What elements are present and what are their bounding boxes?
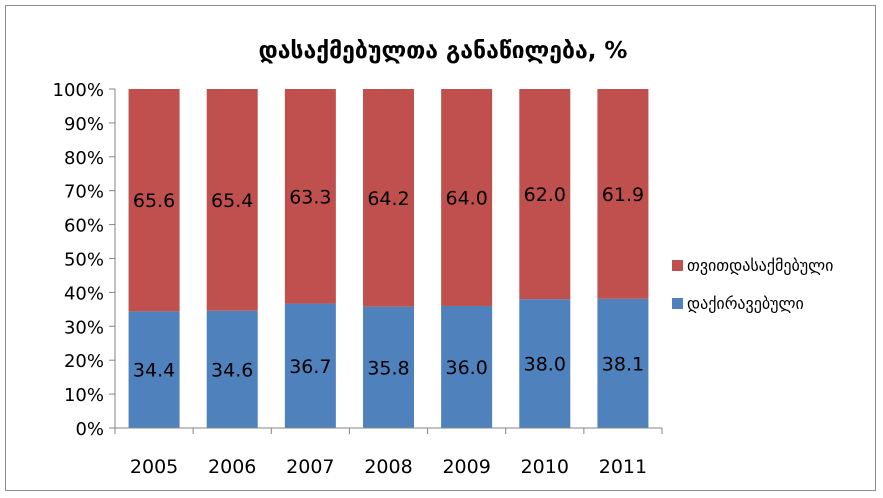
plot-area: 34.4 65.6 2005 34.6 65.4 2006 36.7 63.3 2007 35.8… [53, 80, 663, 478]
data-label: 36.7 [289, 356, 331, 378]
y-tick-label: 20% [64, 351, 104, 372]
data-label: 62.0 [524, 184, 566, 206]
bar-hired-2009 [441, 305, 493, 428]
data-label: 36.0 [445, 357, 487, 379]
bar-hired-2008 [363, 306, 414, 428]
legend-swatch [672, 260, 683, 271]
x-tick-label: 2007 [286, 456, 334, 478]
data-label: 61.9 [602, 184, 644, 206]
bar-self-employed-2010 [519, 89, 571, 300]
bar-self-employed-2007 [284, 89, 336, 304]
data-label: 38.0 [524, 354, 566, 376]
y-tick-label: 90% [64, 114, 104, 135]
data-label: 64.0 [445, 187, 487, 209]
y-tick-label: 80% [64, 148, 104, 169]
bar-hired-2010 [519, 299, 571, 428]
data-label: 65.4 [211, 190, 253, 212]
x-tick-label: 2006 [208, 456, 256, 478]
x-tick-label: 2005 [130, 456, 178, 478]
data-label: 63.3 [289, 186, 331, 208]
y-tick-label: 70% [64, 182, 104, 203]
legend: თვითდასაქმებული დაქირავებული [672, 256, 833, 313]
bar-hired-2005 [128, 311, 180, 428]
y-tick-label: 100% [53, 80, 104, 101]
bar-self-employed-2011 [597, 89, 649, 299]
data-label: 34.6 [211, 359, 253, 381]
x-tick-label: 2010 [521, 456, 569, 478]
y-tick-label: 30% [64, 317, 104, 338]
y-tick-label: 50% [64, 250, 104, 271]
x-tick-label: 2011 [599, 456, 647, 478]
data-label: 64.2 [367, 188, 409, 210]
data-label: 65.6 [133, 190, 175, 212]
bar-self-employed-2008 [363, 89, 414, 307]
legend-swatch [672, 298, 683, 309]
bar-hired-2006 [206, 310, 258, 428]
bar-self-employed-2006 [206, 89, 258, 311]
bar-hired-2007 [284, 303, 336, 428]
x-tick-label: 2008 [364, 456, 412, 478]
bar-self-employed-2005 [128, 89, 180, 312]
bar-self-employed-2009 [441, 89, 493, 306]
data-label: 38.1 [602, 353, 644, 375]
y-tick-label: 0% [75, 419, 104, 440]
bar-hired-2011 [597, 298, 649, 428]
x-tick-label: 2009 [442, 456, 490, 478]
y-tick-label: 10% [64, 385, 104, 406]
legend-label: დაქირავებული [687, 294, 804, 313]
data-label: 35.8 [367, 357, 409, 379]
chart-title: დასაქმებულთა განაწილება, % [259, 38, 628, 64]
legend-label: თვითდასაქმებული [687, 256, 833, 275]
y-tick-label: 60% [64, 216, 104, 237]
y-tick-label: 40% [64, 283, 104, 304]
data-label: 34.4 [133, 360, 175, 382]
